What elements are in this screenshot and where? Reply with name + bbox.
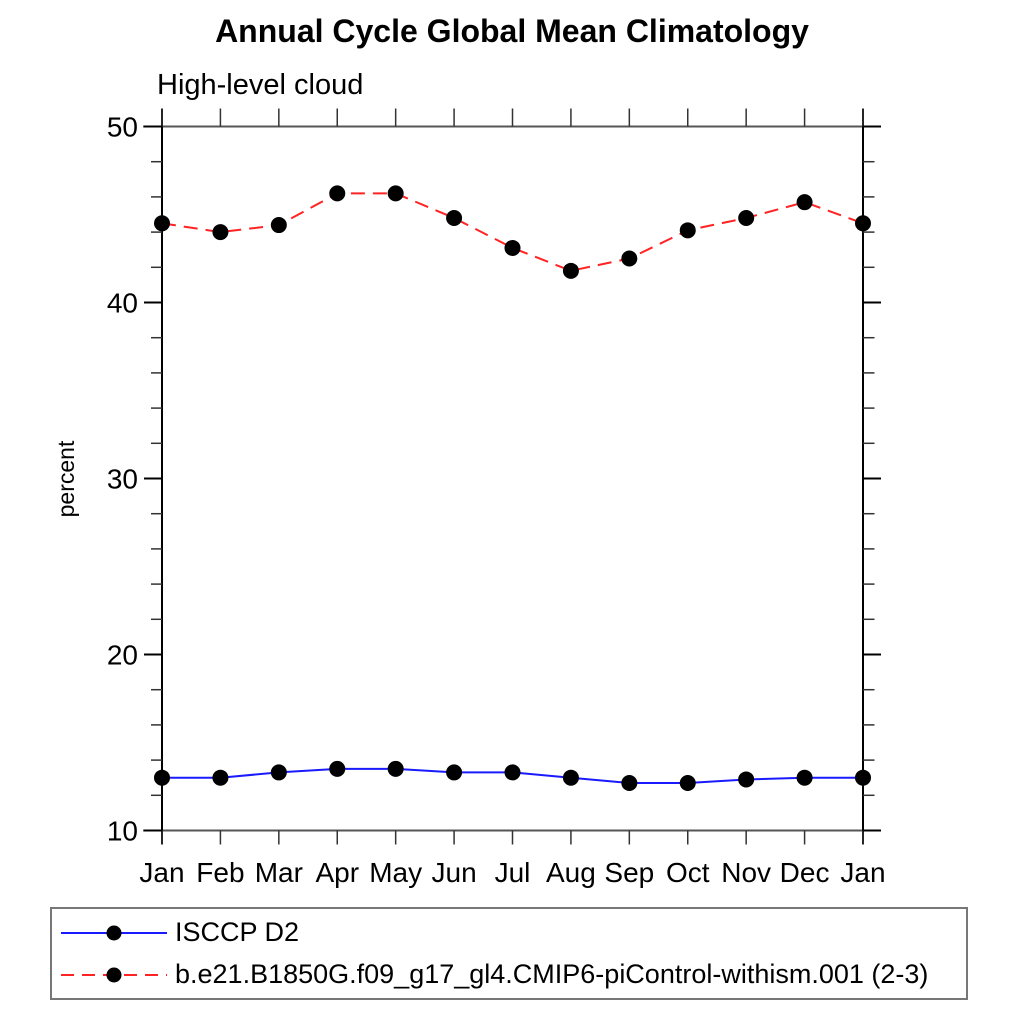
data-point [796,769,813,786]
x-tick-label: Apr [315,857,359,888]
series-line-1 [161,192,864,272]
data-point [446,764,463,781]
y-tick-label: 40 [107,288,138,319]
legend-label-model: b.e21.B1850G.f09_g17_gl4.CMIP6-piControl… [175,959,929,989]
data-point [738,210,755,227]
legend-entry-isccp: ISCCP D2 [59,916,966,950]
legend-marker-solid-line-icon [61,925,167,940]
data-point [154,769,170,786]
data-point [679,774,696,791]
x-tick-label: Dec [780,857,830,888]
x-tick-label: Jul [495,857,531,888]
data-point [855,769,871,786]
data-point [212,224,229,241]
x-tick-label: Feb [196,857,244,888]
legend-entry-model: b.e21.B1850G.f09_g17_gl4.CMIP6-piControl… [59,958,966,992]
data-point [387,760,404,777]
legend-marker-dashed-line-icon [61,967,167,982]
y-tick-label: 20 [107,640,138,671]
x-tick-label: Jan [840,857,885,888]
data-point [270,764,287,781]
data-point [154,215,170,232]
legend-label-isccp: ISCCP D2 [175,917,300,947]
data-point [796,194,813,211]
y-tick-label: 50 [107,112,138,143]
legend-box: ISCCP D2 b.e21.B1850G.f09_g17_gl4.CMIP6-… [50,907,968,1000]
data-point [329,185,346,202]
x-tick-label: Sep [604,857,654,888]
x-tick-label: Jun [432,857,477,888]
x-tick-label: Mar [255,857,303,888]
data-point [329,760,346,777]
data-point [446,210,463,227]
x-tick-label: Oct [666,857,710,888]
x-tick-label: Aug [546,857,596,888]
data-point [621,250,638,267]
x-tick-label: Jan [139,857,184,888]
x-tick-label: Nov [721,857,771,888]
data-point [738,771,755,788]
data-point [270,217,287,234]
data-point [387,185,404,202]
x-tick-label: May [369,857,422,888]
data-point [212,769,229,786]
data-point [504,764,521,781]
data-point [504,239,521,256]
chart-title: Annual Cycle Global Mean Climatology [215,13,809,49]
data-point [621,774,638,791]
data-point [562,262,579,279]
data-point [855,215,871,232]
data-point [679,222,696,239]
y-tick-label: 10 [107,816,138,847]
data-point [562,769,579,786]
chart-subtitle: High-level cloud [157,69,364,101]
y-tick-label: 30 [107,464,138,495]
